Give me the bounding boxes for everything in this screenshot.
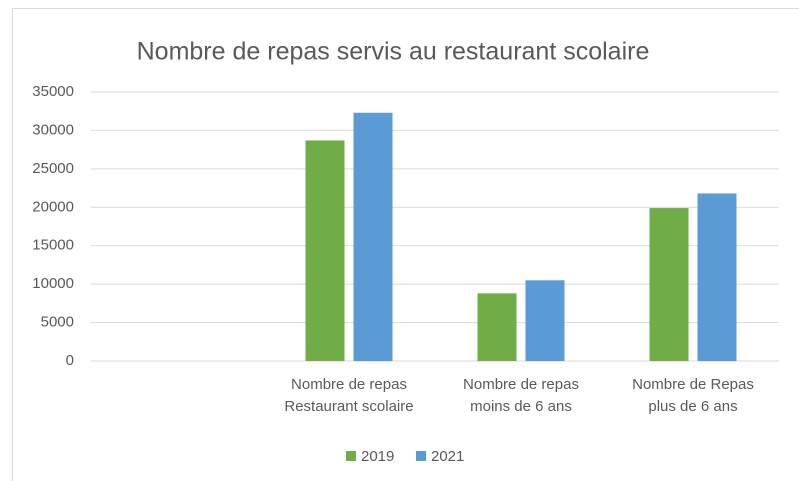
y-tick-label: 25000	[32, 160, 74, 177]
bar	[525, 280, 565, 361]
y-tick-label: 5000	[41, 314, 74, 331]
y-tick-label: 0	[66, 352, 74, 369]
bar	[477, 293, 517, 361]
bar	[697, 193, 737, 361]
y-tick-label: 10000	[32, 275, 74, 292]
y-tick-label: 15000	[32, 237, 74, 254]
legend-swatch	[416, 451, 426, 461]
legend-swatch	[346, 451, 356, 461]
bar	[305, 140, 345, 361]
x-tick-label: Nombre de repas moins de 6 ans	[463, 376, 579, 415]
bar	[649, 208, 689, 361]
legend-label: 2019	[361, 448, 394, 465]
y-tick-label: 30000	[32, 121, 74, 138]
chart-title: Nombre de repas servis au restaurant sco…	[137, 38, 650, 66]
y-tick-label: 35000	[32, 83, 74, 100]
y-tick-label: 20000	[32, 198, 74, 215]
x-tick-label: Nombre de Repas plus de 6 ans	[632, 376, 754, 415]
legend-label: 2021	[431, 448, 464, 465]
bar	[353, 112, 393, 361]
x-tick-label: Nombre de repas Restaurant scolaire	[284, 376, 414, 415]
